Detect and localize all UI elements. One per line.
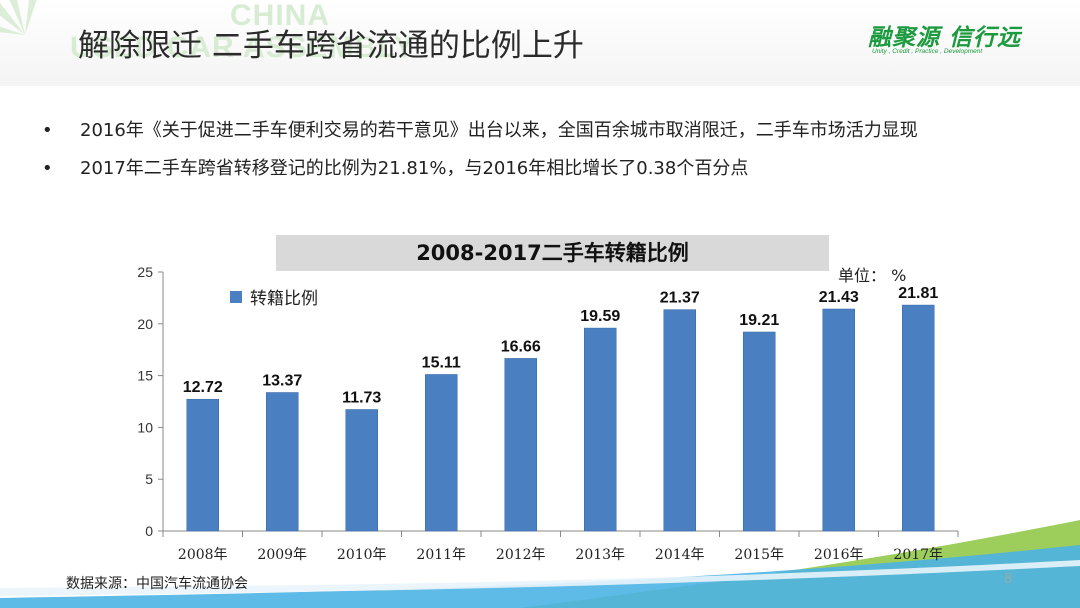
legend-label: 转籍比例 [250, 289, 318, 309]
x-tick-label: 2011年 [416, 547, 466, 563]
data-label: 15.11 [422, 354, 461, 371]
x-tick-label: 2017年 [893, 547, 943, 563]
bar [345, 409, 378, 532]
data-label: 19.21 [739, 312, 779, 329]
bullet-item: 2016年《关于促进二手车便利交易的若干意见》出台以来，全国百余城市取消限迁，二… [42, 118, 918, 156]
chart-title: 2008-2017二手车转籍比例 [416, 241, 689, 265]
x-tick-label: 2010年 [337, 547, 387, 563]
y-tick-label: 0 [145, 523, 153, 539]
bar [266, 392, 299, 532]
data-label: 13.37 [262, 372, 302, 389]
data-label: 21.43 [819, 289, 859, 306]
bar [822, 308, 855, 532]
x-tick-label: 2008年 [178, 547, 228, 563]
slide-header [0, 0, 1080, 86]
logo-tagline: Unity , Credit , Practice , Development [872, 48, 983, 55]
x-tick-label: 2014年 [655, 547, 705, 563]
x-tick-label: 2013年 [575, 547, 625, 563]
data-label: 12.72 [183, 379, 223, 396]
chart-unit-label: 单位： % [838, 266, 907, 285]
bar [743, 331, 776, 532]
y-tick-label: 25 [137, 264, 153, 280]
page-title: 解除限迁 二手车跨省流通的比例上升 [78, 28, 584, 64]
y-tick-label: 10 [137, 419, 153, 435]
chart-title-box: 2008-2017二手车转籍比例 [276, 235, 829, 271]
watermark-line-1: CHINA [230, 0, 330, 32]
watermark-line-2: USED CAR ASSEMBLY [70, 31, 415, 64]
bar [186, 398, 219, 532]
x-tick-label: 2012年 [496, 547, 546, 563]
y-tick-label: 15 [137, 368, 153, 384]
brand-logo: 融聚源 信行远 Unity , Credit , Practice , Deve… [868, 18, 1048, 62]
bar [902, 304, 935, 532]
data-label: 16.66 [501, 338, 541, 355]
bullet-list: 2016年《关于促进二手车便利交易的若干意见》出台以来，全国百余城市取消限迁，二… [42, 118, 918, 194]
y-tick-label: 20 [137, 316, 153, 332]
bar [425, 374, 458, 532]
data-source: 数据来源：中国汽车流通协会 [66, 576, 248, 592]
x-tick-label: 2016年 [814, 547, 864, 563]
data-label: 21.81 [898, 285, 938, 302]
bar [504, 358, 537, 532]
bullet-item: 2017年二手车跨省转移登记的比例为21.81%，与2016年相比增长了0.38… [42, 156, 918, 194]
data-label: 11.73 [342, 389, 381, 406]
y-tick-label: 5 [145, 471, 153, 487]
data-label: 21.37 [660, 290, 700, 307]
bar [584, 327, 617, 532]
page-number: 8 [1004, 572, 1013, 587]
x-tick-label: 2015年 [734, 547, 784, 563]
x-tick-label: 2009年 [257, 547, 307, 563]
data-label: 19.59 [580, 308, 620, 325]
logo-slogan: 融聚源 信行远 [868, 25, 1022, 51]
header-watermark: CHINA USED CAR ASSEMBLY [70, 0, 415, 64]
sunburst-decoration [0, 0, 37, 35]
legend-swatch [230, 291, 242, 303]
bar [663, 309, 696, 532]
